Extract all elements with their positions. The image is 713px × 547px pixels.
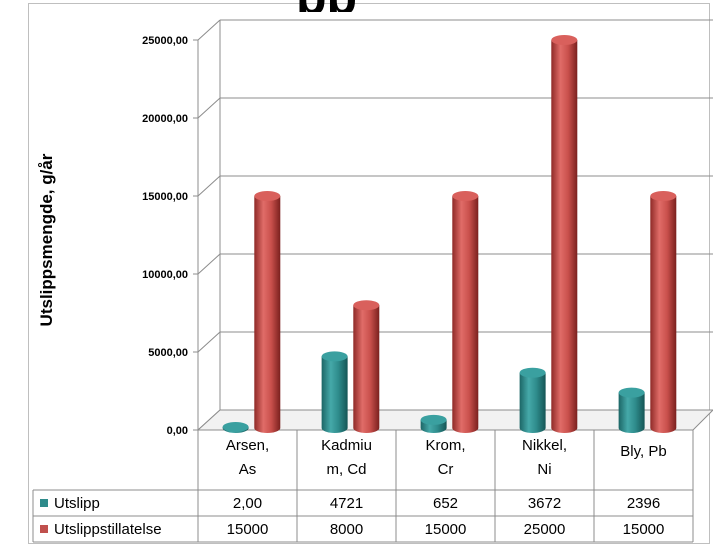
bar-utslippstillatelse-body bbox=[551, 40, 578, 433]
bar-utslippstillatelse-top bbox=[650, 191, 677, 201]
data-cell: 3672 bbox=[528, 495, 561, 512]
bar-utslipp-top bbox=[321, 351, 348, 362]
bar-utslipp-body bbox=[618, 392, 645, 433]
gridline-depth bbox=[197, 253, 221, 275]
data-cell: 15000 bbox=[623, 521, 665, 538]
bar-utslipp-top bbox=[618, 387, 645, 398]
bar-utslipp-top bbox=[420, 414, 447, 425]
bar-utslipp-body bbox=[519, 372, 546, 433]
y-tick-label: 0,00 bbox=[167, 425, 188, 437]
bar-utslippstillatelse bbox=[452, 191, 479, 433]
bar-utslippstillatelse bbox=[353, 300, 380, 433]
bar-utslippstillatelse bbox=[551, 35, 578, 433]
bar-utslippstillatelse-top bbox=[452, 191, 479, 201]
bar-utslipp bbox=[321, 351, 348, 433]
data-cell: 652 bbox=[433, 495, 458, 512]
category-label: Krom, bbox=[425, 437, 465, 454]
bar-utslipp bbox=[222, 422, 249, 433]
chart-frame bbox=[28, 3, 710, 544]
category-label: Arsen, bbox=[226, 437, 269, 454]
y-tick-label: 5000,00 bbox=[148, 347, 188, 359]
data-cell: 2,00 bbox=[233, 495, 262, 512]
bar-utslippstillatelse-top bbox=[353, 300, 380, 311]
category-label: Kadmiu bbox=[321, 437, 372, 454]
y-tick-label: 15000,00 bbox=[142, 191, 188, 203]
gridline-depth bbox=[197, 331, 221, 353]
category-label: As bbox=[239, 461, 257, 478]
data-cell: 2396 bbox=[627, 495, 660, 512]
gridline-depth bbox=[197, 19, 221, 41]
category-label: Nikkel, bbox=[522, 437, 567, 454]
y-tick-label: 20000,00 bbox=[142, 113, 188, 125]
chart-title-clipped: pp bbox=[296, 0, 456, 12]
legend-swatch bbox=[40, 525, 48, 533]
data-cell: 15000 bbox=[227, 521, 269, 538]
legend-label: Utslipp bbox=[54, 495, 100, 512]
bar-utslippstillatelse-top bbox=[254, 191, 281, 201]
bar-utslipp-top bbox=[519, 367, 546, 378]
bar-utslippstillatelse bbox=[650, 191, 677, 433]
data-cell: 4721 bbox=[330, 495, 363, 512]
bar-utslipp bbox=[420, 414, 447, 433]
gridline-depth bbox=[197, 97, 221, 119]
bar-utslippstillatelse-body bbox=[650, 196, 677, 433]
category-label: Cr bbox=[438, 461, 454, 478]
y-tick-label: 10000,00 bbox=[142, 269, 188, 281]
bar-utslippstillatelse-body bbox=[254, 196, 281, 433]
bar-utslipp bbox=[519, 367, 546, 433]
data-cell: 15000 bbox=[425, 521, 467, 538]
bar-utslippstillatelse-body bbox=[353, 305, 380, 433]
y-axis-label: Utslippsmengde, g/år bbox=[37, 153, 56, 326]
bar-utslipp bbox=[618, 387, 645, 433]
category-label: Ni bbox=[537, 461, 551, 478]
legend-label: Utslippstillatelse bbox=[54, 521, 162, 538]
category-label: m, Cd bbox=[326, 461, 366, 478]
bar-utslipp-top bbox=[222, 422, 249, 432]
bar-utslippstillatelse-top bbox=[551, 35, 578, 45]
bar-utslippstillatelse bbox=[254, 191, 281, 433]
gridline-depth bbox=[197, 175, 221, 197]
bar-utslippstillatelse-body bbox=[452, 196, 479, 433]
y-tick-label: 25000,00 bbox=[142, 35, 188, 47]
category-label: Bly, Pb bbox=[620, 443, 666, 460]
bar-utslipp-body bbox=[321, 356, 348, 433]
legend-swatch bbox=[40, 499, 48, 507]
data-cell: 8000 bbox=[330, 521, 363, 538]
data-cell: 25000 bbox=[524, 521, 566, 538]
